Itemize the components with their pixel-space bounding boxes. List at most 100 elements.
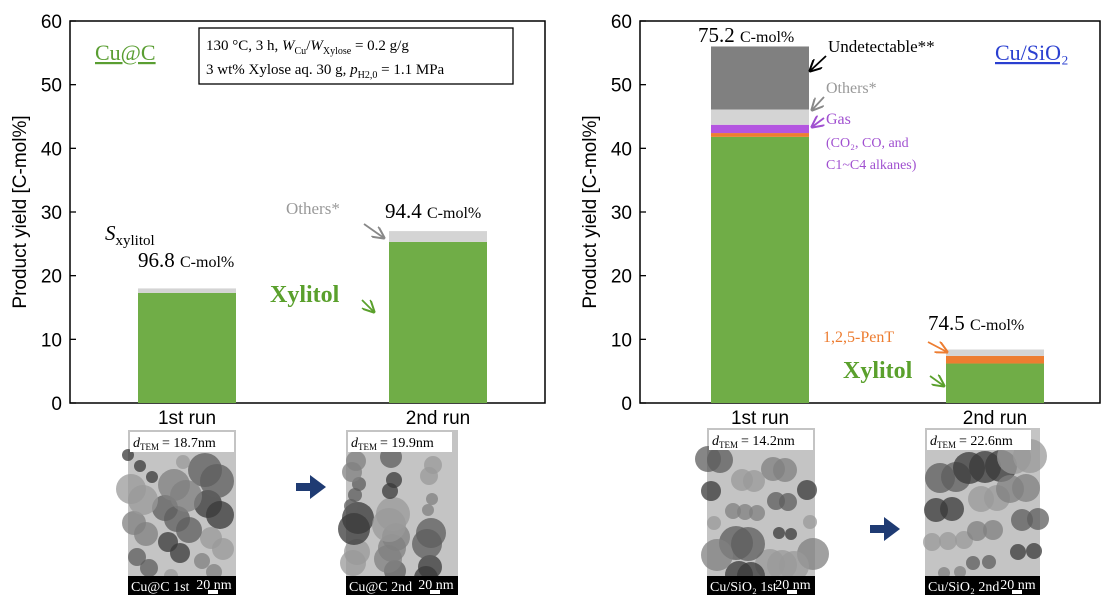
- particle: [797, 480, 817, 500]
- scale-bar: [430, 590, 440, 594]
- d-subscript: TEM: [937, 440, 956, 450]
- bar-segment: [138, 288, 236, 292]
- y-axis-label: Product yield [C-mol%]: [10, 115, 31, 308]
- y-axis-label: Product yield [C-mol%]: [580, 115, 601, 308]
- particle: [140, 559, 158, 577]
- gas-note: C1~C4 alkanes): [826, 158, 917, 173]
- selectivity-label: 74.5 C-mol%: [928, 311, 1024, 335]
- chart-title: Cu@C: [95, 40, 156, 65]
- particle: [785, 528, 797, 540]
- particle: [925, 463, 955, 493]
- particle: [176, 517, 202, 543]
- bar-segment: [711, 109, 809, 124]
- particle: [134, 522, 158, 546]
- series-label: Xylitol: [270, 282, 340, 308]
- y-tick-label: 40: [611, 139, 632, 160]
- particle: [200, 464, 234, 498]
- particle: [212, 538, 234, 560]
- particle: [923, 533, 941, 551]
- particle: [707, 447, 733, 473]
- y-tick-label: 0: [51, 394, 62, 415]
- particle: [1026, 543, 1042, 559]
- particle: [146, 471, 158, 483]
- particle: [342, 462, 362, 482]
- y-tick-label: 60: [41, 12, 62, 33]
- particle: [773, 458, 797, 482]
- label-arrow: [928, 342, 947, 352]
- particle: [176, 455, 190, 469]
- particle: [170, 480, 202, 512]
- particle: [374, 545, 402, 573]
- bar-segment: [138, 293, 236, 403]
- symbol: S: [105, 221, 116, 245]
- selectivity-value: 94.4: [385, 199, 422, 223]
- particle: [968, 486, 994, 512]
- series-label: Gas: [826, 111, 851, 128]
- d-value: = 22.6nm: [959, 434, 1013, 449]
- page: 130 °C, 3 h, WCu/WXylose = 0.2 g/g 3 wt%…: [0, 0, 1105, 595]
- image-label: Cu@C 2nd: [349, 580, 412, 595]
- particle: [422, 504, 434, 516]
- label-arrow: [362, 300, 374, 312]
- label-arrow: [810, 56, 826, 71]
- arrow: [870, 517, 900, 541]
- d-subscript: TEM: [140, 442, 159, 452]
- particle: [170, 543, 190, 563]
- y-tick-label: 50: [41, 76, 62, 97]
- selectivity-unit: C-mol%: [427, 205, 481, 222]
- particle: [953, 452, 985, 484]
- tem-image: dTEM= 19.9nmCu@C 2nd20 nm: [338, 430, 458, 595]
- particle: [773, 527, 785, 539]
- label-arrow: [812, 97, 824, 110]
- y-tick-label: 20: [41, 267, 62, 288]
- series-label: Xylitol: [843, 358, 913, 384]
- selectivity-value: 96.8: [138, 248, 175, 272]
- bar-segment: [389, 242, 487, 403]
- selectivity-value: 74.5: [928, 311, 965, 335]
- particle: [194, 553, 210, 569]
- figure: 130 °C, 3 h, WCu/WXylose = 0.2 g/g 3 wt%…: [0, 0, 1105, 595]
- tem-image: dTEM= 14.2nmCu/SiO₂ 1st20 nm: [695, 428, 829, 595]
- bar-segment: [389, 231, 487, 242]
- selectivity-unit: C-mol%: [180, 254, 234, 271]
- selectivity-symbol: Sxylitol: [105, 221, 155, 249]
- subscript: xylitol: [116, 233, 155, 249]
- particle: [996, 475, 1024, 503]
- d-value: = 14.2nm: [741, 434, 795, 449]
- particle: [344, 499, 358, 513]
- y-tick-label: 0: [621, 394, 632, 415]
- bar-segment: [711, 125, 809, 133]
- label-arrow: [930, 376, 944, 386]
- x-tick-label: 2nd run: [406, 408, 470, 429]
- x-tick-label: 1st run: [158, 408, 216, 429]
- y-tick-label: 40: [41, 139, 62, 160]
- y-tick-label: 60: [611, 12, 632, 33]
- conditions-box: 130 °C, 3 h, WCu/WXylose = 0.2 g/g 3 wt%…: [199, 28, 513, 84]
- d-value: = 19.9nm: [380, 436, 434, 451]
- particle: [779, 493, 797, 511]
- particle: [707, 516, 721, 530]
- particle: [206, 501, 234, 529]
- particle: [382, 483, 398, 499]
- label-arrow: [364, 224, 384, 238]
- particle: [426, 493, 438, 505]
- particle: [420, 467, 438, 485]
- particle: [412, 529, 442, 559]
- series-label: Undetectable**: [828, 37, 935, 56]
- particle: [749, 505, 765, 521]
- series-label: Others*: [286, 199, 340, 218]
- d-value: = 18.7nm: [162, 436, 216, 451]
- particle: [743, 470, 765, 492]
- particle: [966, 556, 980, 570]
- series-label: 1,2,5-PenT: [823, 329, 894, 346]
- particle: [967, 521, 987, 541]
- particle: [701, 481, 721, 501]
- x-tick-label: 1st run: [731, 408, 789, 429]
- series-label: Others*: [826, 80, 877, 97]
- selectivity-label: 94.4 C-mol%: [385, 199, 481, 223]
- image-label: Cu/SiO₂ 1st: [710, 580, 777, 595]
- scale-bar: [787, 590, 797, 594]
- selectivity-unit: C-mol%: [970, 317, 1024, 334]
- particle: [340, 550, 366, 576]
- particle: [982, 555, 996, 569]
